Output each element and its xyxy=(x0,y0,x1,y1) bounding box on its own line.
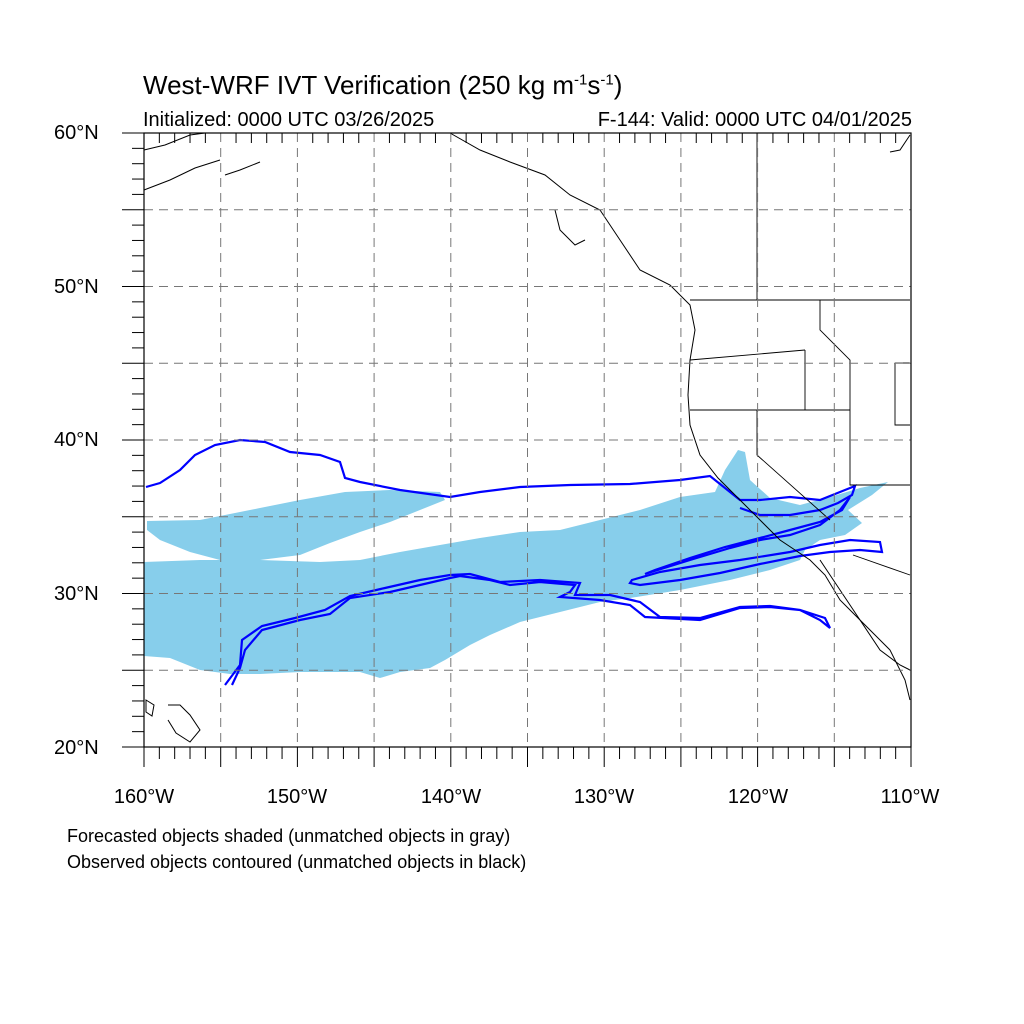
observed-object-north xyxy=(145,438,857,517)
lon-label-130w: 130°W xyxy=(573,786,635,808)
lon-label-150w: 150°W xyxy=(266,786,328,808)
observed-object-south xyxy=(224,572,831,686)
lat-label-40n: 40°N xyxy=(54,429,99,451)
map-title: West-WRF IVT Verification (250 kg m-1s-1… xyxy=(143,70,623,100)
lon-label-160w: 160°W xyxy=(113,786,175,808)
lon-label-120w: 120°W xyxy=(727,786,789,808)
valid-time-label: F-144: Valid: 0000 UTC 04/01/2025 xyxy=(597,109,912,131)
lat-label-30n: 30°N xyxy=(54,583,99,605)
observed-object-ca-inner xyxy=(644,496,851,576)
lat-label-50n: 50°N xyxy=(54,276,99,298)
axis-ticks xyxy=(122,132,912,767)
forecast-objects xyxy=(144,450,888,678)
lat-label-20n: 20°N xyxy=(54,737,99,759)
forecast-object-main xyxy=(144,450,888,678)
forecast-note: Forecasted objects shaded (unmatched obj… xyxy=(67,826,511,846)
graticule xyxy=(144,133,911,747)
political-boundaries xyxy=(689,133,911,576)
initialized-label: Initialized: 0000 UTC 03/26/2025 xyxy=(143,109,435,131)
lat-label-60n: 60°N xyxy=(54,122,99,144)
lon-label-110w: 110°W xyxy=(880,786,940,808)
map-frame xyxy=(143,132,912,748)
observed-object-ca-band xyxy=(628,538,884,587)
forecast-object-north xyxy=(147,490,445,560)
lon-label-140w: 140°W xyxy=(420,786,482,808)
observed-note: Observed objects contoured (unmatched ob… xyxy=(67,852,527,872)
observed-objects xyxy=(145,438,884,686)
coastlines xyxy=(143,132,911,743)
